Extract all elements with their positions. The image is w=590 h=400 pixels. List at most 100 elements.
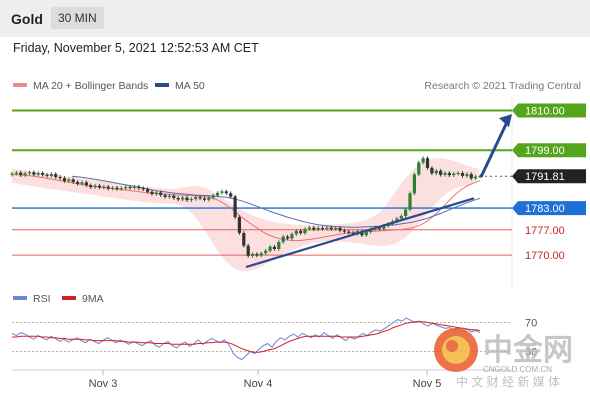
candle-body (334, 228, 338, 230)
candle-body (106, 186, 110, 189)
level-label-1783.00: 1783.00 (525, 203, 565, 215)
candle-body (128, 187, 132, 189)
candle-body (421, 158, 425, 163)
candle-body (294, 230, 298, 235)
candle-body (233, 196, 237, 218)
candle-body (404, 209, 408, 216)
candle-body (115, 187, 119, 189)
rsi-line (11, 317, 481, 361)
candle-body (36, 173, 40, 175)
candle-body (163, 195, 167, 197)
candle-body (211, 195, 215, 198)
level-label-1810.00: 1810.00 (525, 105, 565, 117)
candle-body (19, 172, 23, 176)
candle-body (194, 197, 198, 199)
candle-body (137, 186, 141, 189)
rsi-legend-swatch (13, 296, 27, 300)
rsi-legend-label: RSI (33, 293, 51, 305)
candle-body (408, 193, 412, 210)
watermark: 中金网 CNGOLD.COM.CN 中 文 财 经 新 媒 体 (434, 328, 573, 389)
candle-body (312, 227, 316, 230)
candle-body (417, 162, 421, 175)
header-bar: Gold 30 MIN (0, 0, 590, 37)
candle-body (89, 185, 93, 188)
candle-body (469, 174, 473, 179)
candle-body (478, 176, 482, 178)
candle-body (10, 173, 14, 175)
rsi-tick-70: 70 (525, 318, 537, 330)
candle-body (447, 173, 451, 176)
candle-body (465, 174, 469, 176)
candle-body (185, 197, 189, 201)
candle-body (425, 158, 430, 168)
level-tag-1791.81 (512, 169, 586, 184)
candle-body (351, 232, 355, 234)
candle-body (255, 254, 259, 256)
candle-body (97, 185, 102, 188)
candle-body (316, 228, 320, 230)
level-label-1791.81: 1791.81 (525, 171, 565, 183)
candle-body (54, 174, 58, 177)
candle-body (159, 192, 163, 195)
candle-body (399, 216, 403, 219)
projection-arrow-line (479, 119, 510, 178)
candle-body (264, 250, 268, 254)
ma50-legend-label: MA 50 (175, 80, 205, 92)
candle-body (71, 179, 75, 182)
watermark-slogan: 中 文 财 经 新 媒 体 (456, 374, 560, 389)
candle-body (237, 217, 241, 233)
level-tag-1810.00 (512, 103, 586, 118)
candle-body (154, 192, 158, 194)
level-label-1777.00: 1777.00 (525, 225, 565, 237)
candle-body (67, 179, 71, 181)
candle-body (202, 198, 206, 200)
candle-body (364, 231, 368, 236)
candle-body (23, 173, 27, 176)
candle-body (439, 170, 443, 175)
candle-body (460, 173, 465, 176)
instrument-title: Gold (11, 11, 43, 27)
candle-body (347, 231, 351, 233)
candle-body (167, 195, 172, 197)
candle-body (268, 246, 272, 251)
timeframe-badge[interactable]: 30 MIN (51, 7, 104, 29)
candle-body (132, 186, 137, 188)
candle-body (286, 236, 290, 239)
rsi-panel: 70 30 (11, 317, 537, 361)
candle-body (45, 174, 49, 176)
candle-body (452, 173, 456, 176)
candle-body (41, 173, 45, 175)
candle-body (76, 182, 80, 184)
support-trendline (245, 197, 475, 269)
candle-body (14, 172, 18, 174)
candle-body (172, 195, 176, 198)
credit-text: Research © 2021 Trading Central (424, 80, 581, 92)
grid: Nov 3 Nov 4 Nov 5 (12, 96, 513, 390)
candle-body (198, 197, 202, 199)
candle-body (216, 192, 220, 196)
candle-body (382, 225, 386, 229)
candle-body (102, 186, 106, 188)
candle-body (299, 230, 303, 234)
candle-body (430, 167, 434, 174)
candle-body (62, 178, 67, 181)
candle-body (242, 233, 246, 246)
candle-body (272, 246, 276, 249)
ma9-legend-swatch (62, 296, 76, 300)
candle-body (259, 253, 263, 256)
price-labels: 1810.00 1799.00 1791.81 1783.00 1777.00 1770.… (512, 103, 586, 262)
candle-body (303, 229, 307, 233)
candle-body (412, 174, 416, 194)
candle-body (58, 177, 62, 179)
level-tag-1799.00 (512, 143, 586, 158)
candle-body (434, 170, 438, 174)
candle-body (329, 227, 333, 229)
candle-body (377, 227, 381, 229)
candle-body (395, 218, 399, 222)
watermark-brand: 中金网 (483, 333, 573, 367)
candle-body (146, 189, 150, 192)
candle-body (27, 172, 32, 174)
candle-body (80, 182, 84, 184)
watermark-url: CNGOLD.COM.CN (483, 365, 552, 374)
datetime-label: Friday, November 5, 2021 12:52:53 AM CET (13, 41, 259, 55)
